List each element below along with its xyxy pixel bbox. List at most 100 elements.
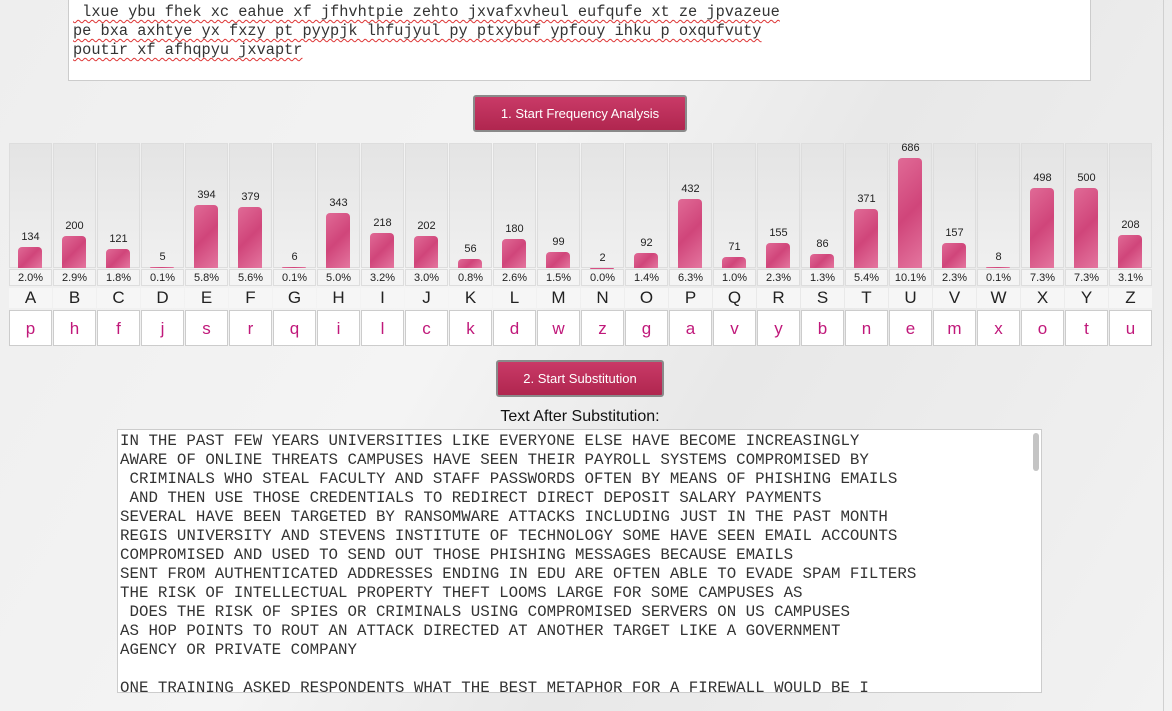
substitution-input[interactable]: d: [493, 310, 536, 346]
bar: [1118, 234, 1142, 268]
cipher-letter: X: [1021, 288, 1064, 308]
output-line: SEVERAL HAVE BEEN TARGETED BY RANSOMWARE…: [120, 508, 888, 526]
output-line: AS HOP POINTS TO ROUT AN ATTACK DIRECTED…: [120, 622, 841, 640]
bar: [414, 235, 438, 268]
substitution-input[interactable]: k: [449, 310, 492, 346]
cipher-letter: Z: [1109, 288, 1152, 308]
substitution-input[interactable]: m: [933, 310, 976, 346]
substitution-input[interactable]: c: [405, 310, 448, 346]
substitution-input[interactable]: s: [185, 310, 228, 346]
count-label: 71: [728, 240, 741, 253]
cipher-letter: H: [317, 288, 360, 308]
percent-label: 0.0%: [581, 269, 624, 286]
bar: [194, 204, 218, 268]
bar: [282, 267, 306, 268]
count-label: 157: [945, 226, 964, 239]
cipher-letter: G: [273, 288, 316, 308]
cipher-lines: lxue ybu fhek xc eahue xf jfhvhtpie zeht…: [73, 3, 780, 60]
bar-cell: [273, 143, 316, 268]
cipher-letter: I: [361, 288, 404, 308]
bar: [722, 256, 746, 268]
percent-label: 2.9%: [53, 269, 96, 286]
substitution-input[interactable]: o: [1021, 310, 1064, 346]
bar: [810, 254, 834, 268]
cipher-letter: T: [845, 288, 888, 308]
percent-label: 0.8%: [449, 269, 492, 286]
count-label: 6: [291, 251, 298, 264]
cipher-textarea[interactable]: lxue ybu fhek xc eahue xf jfhvhtpie zeht…: [68, 0, 1091, 81]
substitution-input[interactable]: p: [9, 310, 52, 346]
bar: [1030, 188, 1054, 268]
substitution-input[interactable]: z: [581, 310, 624, 346]
output-line: CRIMINALS WHO STEAL FACULTY AND STAFF PA…: [120, 470, 898, 488]
substitution-input[interactable]: f: [97, 310, 140, 346]
count-label: 343: [329, 197, 348, 210]
percent-label: 1.4%: [625, 269, 668, 286]
substitution-input[interactable]: l: [361, 310, 404, 346]
substitution-input[interactable]: h: [53, 310, 96, 346]
count-label: 379: [241, 191, 260, 204]
count-label: 99: [552, 236, 565, 249]
percent-label: 5.6%: [229, 269, 272, 286]
percent-label: 3.2%: [361, 269, 404, 286]
substitution-input[interactable]: u: [1109, 310, 1152, 346]
cipher-letter: A: [9, 288, 52, 308]
output-line: COMPROMISED AND USED TO SEND OUT THOSE P…: [120, 546, 794, 564]
substitution-input[interactable]: a: [669, 310, 712, 346]
cipher-letter: O: [625, 288, 668, 308]
percent-label: 1.5%: [537, 269, 580, 286]
scrollbar-thumb[interactable]: [1033, 433, 1039, 471]
count-label: 121: [109, 232, 128, 245]
count-label: 208: [1121, 218, 1140, 231]
analyze-button[interactable]: 1. Start Frequency Analysis: [473, 95, 687, 132]
output-label: Text After Substitution:: [500, 408, 660, 425]
count-label: 498: [1033, 172, 1052, 185]
cipher-letter: Y: [1065, 288, 1108, 308]
output-line: AWARE OF ONLINE THREATS CAMPUSES HAVE SE…: [120, 451, 869, 469]
substitute-button[interactable]: 2. Start Substitution: [496, 360, 664, 397]
substitution-input[interactable]: x: [977, 310, 1020, 346]
bar-cell: [801, 143, 844, 268]
bar-cell: [141, 143, 184, 268]
output-line: DOES THE RISK OF SPIES OR CRIMINALS USIN…: [120, 603, 850, 621]
bar: [634, 253, 658, 268]
cipher-letter: D: [141, 288, 184, 308]
substitution-input[interactable]: t: [1065, 310, 1108, 346]
substitution-input[interactable]: i: [317, 310, 360, 346]
substitution-input[interactable]: w: [537, 310, 580, 346]
substitution-input[interactable]: g: [625, 310, 668, 346]
cipher-letter: B: [53, 288, 96, 308]
output-textarea[interactable]: IN THE PAST FEW YEARS UNIVERSITIES LIKE …: [117, 429, 1042, 693]
cipher-letter: N: [581, 288, 624, 308]
cipher-letter: U: [889, 288, 932, 308]
window-edge: [1163, 0, 1164, 711]
bar-cell: [537, 143, 580, 268]
bar-cell: [581, 143, 624, 268]
bar: [1074, 188, 1098, 268]
count-label: 180: [505, 223, 524, 236]
bar: [370, 233, 394, 268]
bar: [898, 158, 922, 268]
count-label: 500: [1077, 172, 1096, 184]
substitution-input[interactable]: j: [141, 310, 184, 346]
bar: [986, 266, 1010, 268]
substitution-input[interactable]: q: [273, 310, 316, 346]
substitution-input[interactable]: y: [757, 310, 800, 346]
substitution-input[interactable]: n: [845, 310, 888, 346]
count-label: 56: [464, 243, 477, 256]
output-line: ONE TRAINING ASKED RESPONDENTS WHAT THE …: [120, 679, 869, 693]
output-line: AND THEN USE THOSE CREDENTIALS TO REDIRE…: [120, 489, 822, 507]
output-line: THE RISK OF INTELLECTUAL PROPERTY THEFT …: [120, 584, 803, 602]
percent-label: 3.1%: [1109, 269, 1152, 286]
bar: [854, 208, 878, 268]
percent-label: 10.1%: [889, 269, 932, 286]
substitution-input[interactable]: v: [713, 310, 756, 346]
substitution-input[interactable]: r: [229, 310, 272, 346]
count-label: 432: [681, 182, 700, 195]
substitution-input[interactable]: e: [889, 310, 932, 346]
count-label: 202: [417, 219, 436, 232]
bar-cell: [977, 143, 1020, 268]
substitution-input[interactable]: b: [801, 310, 844, 346]
percent-label: 2.6%: [493, 269, 536, 286]
